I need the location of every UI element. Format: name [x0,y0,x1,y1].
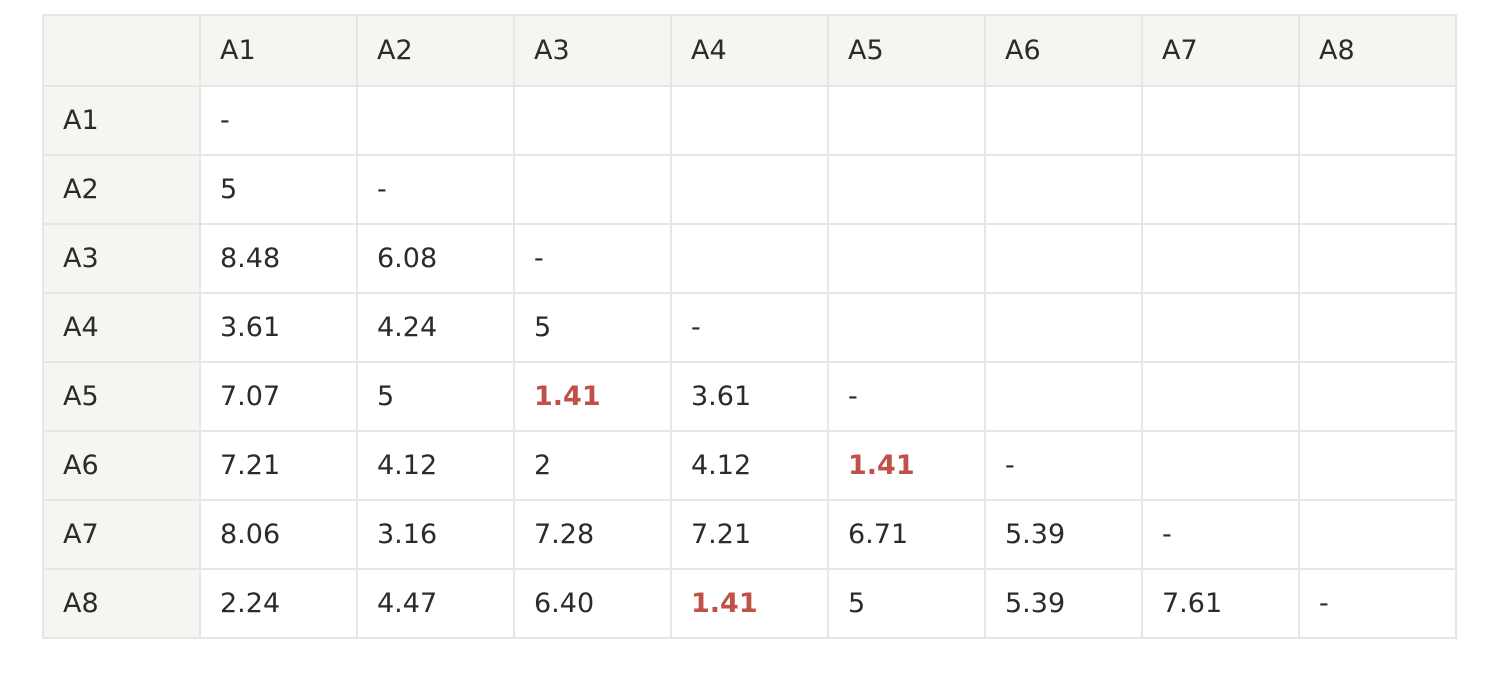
row-header-a8: A8 [42,568,201,639]
table-cell [1298,154,1457,225]
table-cell [1141,85,1300,156]
table-cell [1141,292,1300,363]
column-header-a6: A6 [984,14,1143,87]
table-cell: 7.07 [199,361,358,432]
column-header-a3: A3 [513,14,672,87]
table-cell [827,154,986,225]
table-header: A1 A2 A3 A4 A5 A6 A7 A8 [42,14,1457,87]
table-cell: 8.06 [199,499,358,570]
table-cell: 2 [513,430,672,501]
table-cell: 5 [356,361,515,432]
table-cell: 3.61 [670,361,829,432]
table-cell: 1.41 [670,568,829,639]
table-cell [1298,361,1457,432]
table-cell: - [984,430,1143,501]
table-cell [984,292,1143,363]
table-cell [513,85,672,156]
table-cell: 7.21 [199,430,358,501]
table-cell: 1.41 [827,430,986,501]
table-cell [670,223,829,294]
table-row: A5 7.07 5 1.41 3.61- [42,361,1457,432]
table-cell: - [356,154,515,225]
table-cell: 5 [513,292,672,363]
table-cell: 8.48 [199,223,358,294]
table-cell [1141,361,1300,432]
table-row: A2 5- [42,154,1457,225]
table-cell [984,361,1143,432]
table-cell: 5.39 [984,499,1143,570]
table-cell [1298,499,1457,570]
table-cell: 5 [199,154,358,225]
header-row: A1 A2 A3 A4 A5 A6 A7 A8 [42,14,1457,87]
distance-matrix-container: A1 A2 A3 A4 A5 A6 A7 A8 A1- A2 5- A3 8.48 6.08- A4 3.6… [42,14,1457,639]
column-header-a5: A5 [827,14,986,87]
table-cell [513,154,672,225]
table-cell: 5.39 [984,568,1143,639]
table-cell [670,154,829,225]
table-row: A7 8.06 3.16 7.28 7.21 6.71 5.39- [42,499,1457,570]
table-row: A4 3.61 4.24 5- [42,292,1457,363]
row-header-a1: A1 [42,85,201,156]
row-header-a2: A2 [42,154,201,225]
row-header-a6: A6 [42,430,201,501]
table-row: A8 2.24 4.47 6.40 1.41 5 5.39 7.61- [42,568,1457,639]
table-cell: - [670,292,829,363]
table-cell: 4.24 [356,292,515,363]
table-cell: 4.12 [356,430,515,501]
corner-cell [42,14,201,87]
table-cell: 1.41 [513,361,672,432]
table-cell [984,85,1143,156]
table-row: A1- [42,85,1457,156]
table-cell: - [513,223,672,294]
row-header-a7: A7 [42,499,201,570]
table-cell: 6.71 [827,499,986,570]
table-row: A3 8.48 6.08- [42,223,1457,294]
table-cell [1141,430,1300,501]
row-header-a3: A3 [42,223,201,294]
table-row: A6 7.21 4.12 2 4.12 1.41- [42,430,1457,501]
table-cell: 2.24 [199,568,358,639]
table-cell [827,223,986,294]
table-cell [827,292,986,363]
table-cell: 6.40 [513,568,672,639]
table-cell [1298,85,1457,156]
table-cell: 3.61 [199,292,358,363]
table-cell [827,85,986,156]
table-cell: - [199,85,358,156]
table-cell: 6.08 [356,223,515,294]
table-cell [1141,223,1300,294]
table-cell: 7.28 [513,499,672,570]
table-cell: 4.47 [356,568,515,639]
table-cell: - [827,361,986,432]
column-header-a1: A1 [199,14,358,87]
column-header-a7: A7 [1141,14,1300,87]
table-cell [356,85,515,156]
column-header-a8: A8 [1298,14,1457,87]
table-cell [1298,292,1457,363]
table-cell: - [1298,568,1457,639]
column-header-a4: A4 [670,14,829,87]
table-cell [984,223,1143,294]
table-cell: - [1141,499,1300,570]
table-cell [1298,223,1457,294]
table-cell: 7.61 [1141,568,1300,639]
table-body: A1- A2 5- A3 8.48 6.08- A4 3.61 4.24 5- A5 7.07 5 1.4… [42,85,1457,639]
table-cell [1141,154,1300,225]
row-header-a4: A4 [42,292,201,363]
table-cell: 3.16 [356,499,515,570]
table-cell [1298,430,1457,501]
table-cell [984,154,1143,225]
column-header-a2: A2 [356,14,515,87]
table-cell [670,85,829,156]
distance-matrix-table: A1 A2 A3 A4 A5 A6 A7 A8 A1- A2 5- A3 8.48 6.08- A4 3.6… [42,14,1457,639]
row-header-a5: A5 [42,361,201,432]
table-cell: 5 [827,568,986,639]
table-cell: 4.12 [670,430,829,501]
table-cell: 7.21 [670,499,829,570]
